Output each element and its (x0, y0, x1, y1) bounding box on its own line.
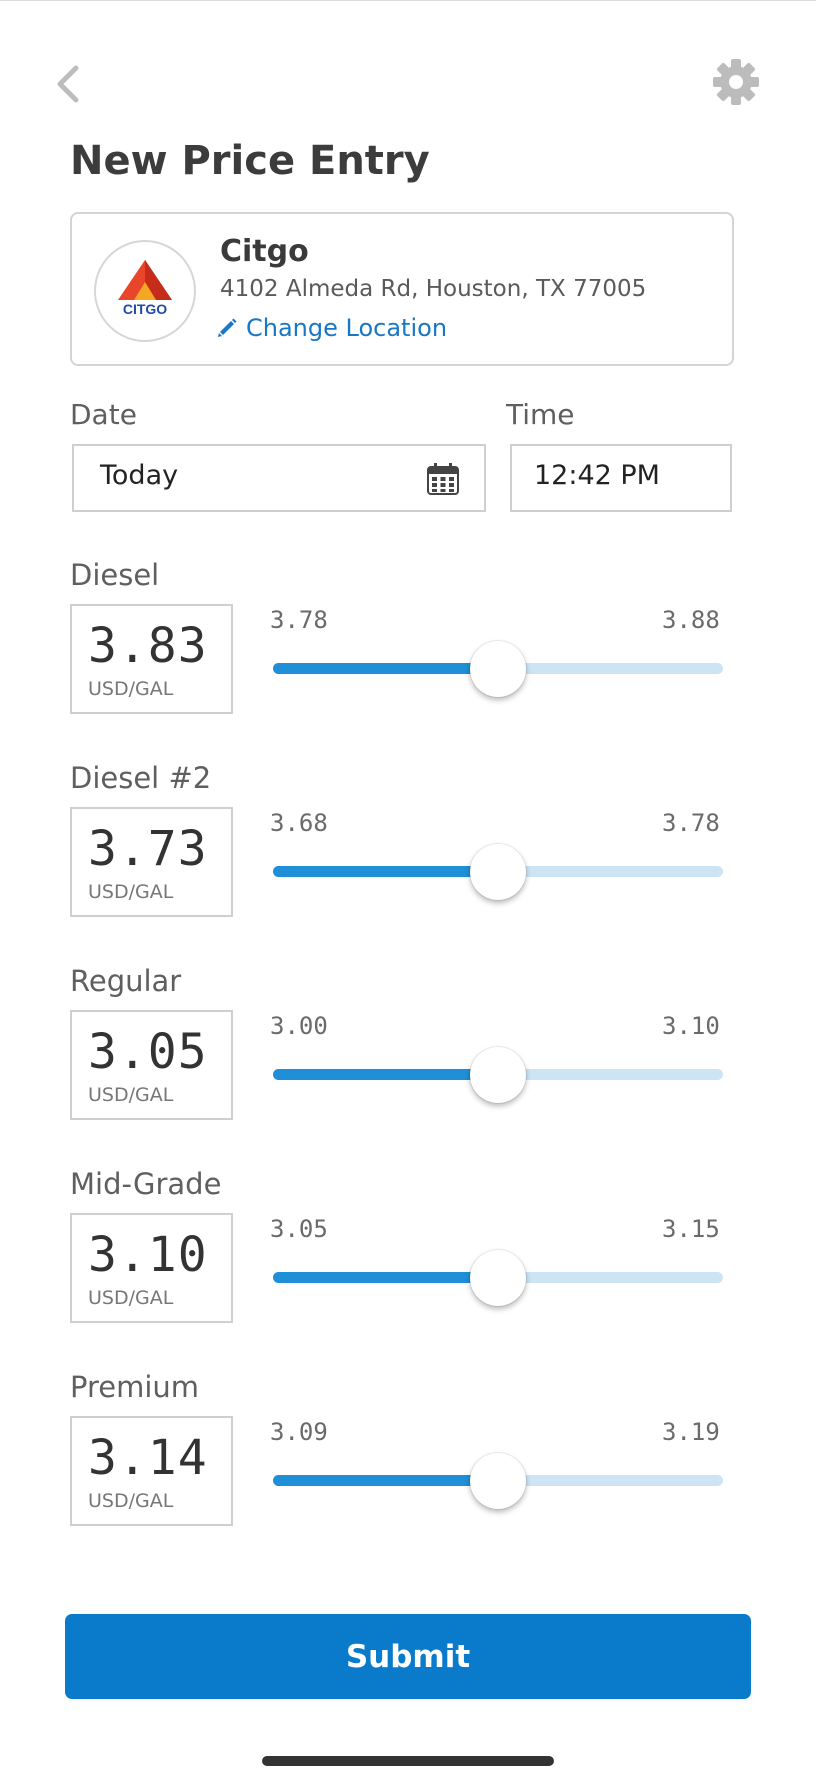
fuel-label-premium: Premium (70, 1370, 200, 1404)
price-value: 3.83 (88, 618, 208, 674)
range-max-regular: 3.10 (662, 1012, 720, 1040)
price-unit: USD/GAL (88, 881, 174, 903)
brand-logo: CITGO (94, 240, 196, 342)
chevron-left-icon (57, 65, 79, 103)
price-unit: USD/GAL (88, 1287, 174, 1309)
range-min-mid-grade: 3.05 (270, 1215, 328, 1243)
range-min-premium: 3.09 (270, 1418, 328, 1446)
price-input-premium[interactable]: 3.14 USD/GAL (70, 1416, 233, 1526)
range-min-diesel-2: 3.68 (270, 809, 328, 837)
time-value: 12:42 PM (534, 460, 660, 491)
price-value: 3.14 (88, 1430, 208, 1486)
price-input-diesel[interactable]: 3.83 USD/GAL (70, 604, 233, 714)
range-min-diesel: 3.78 (270, 606, 328, 634)
submit-button[interactable]: Submit (65, 1614, 751, 1699)
date-label: Date (70, 398, 137, 431)
price-input-diesel-2[interactable]: 3.73 USD/GAL (70, 807, 233, 917)
price-unit: USD/GAL (88, 1084, 174, 1106)
slider-thumb-premium[interactable] (470, 1453, 526, 1509)
date-value: Today (100, 460, 179, 491)
range-max-premium: 3.19 (662, 1418, 720, 1446)
price-unit: USD/GAL (88, 678, 174, 700)
slider-fill (273, 1272, 498, 1283)
time-field[interactable]: 12:42 PM (510, 444, 732, 512)
fuel-label-diesel-2: Diesel #2 (70, 761, 212, 795)
change-location-label: Change Location (246, 314, 448, 342)
slider-fill (273, 1069, 498, 1080)
slider-thumb-regular[interactable] (470, 1047, 526, 1103)
settings-button[interactable] (712, 58, 760, 106)
price-value: 3.73 (88, 821, 208, 877)
slider-thumb-mid-grade[interactable] (470, 1250, 526, 1306)
change-location-link[interactable]: Change Location (216, 314, 447, 342)
brand-logo-text: CITGO (123, 301, 167, 317)
slider-thumb-diesel-2[interactable] (470, 844, 526, 900)
fuel-label-mid-grade: Mid-Grade (70, 1167, 222, 1201)
back-button[interactable] (48, 62, 88, 106)
top-divider (0, 0, 816, 1)
date-field[interactable]: Today (72, 444, 486, 512)
station-address: 4102 Almeda Rd, Houston, TX 77005 (220, 276, 647, 302)
page-title: New Price Entry (70, 138, 430, 184)
citgo-logo: CITGO (118, 260, 172, 317)
time-label: Time (506, 398, 575, 431)
fuel-label-diesel: Diesel (70, 558, 160, 592)
price-input-regular[interactable]: 3.05 USD/GAL (70, 1010, 233, 1120)
price-value: 3.05 (88, 1024, 208, 1080)
range-min-regular: 3.00 (270, 1012, 328, 1040)
slider-fill (273, 866, 498, 877)
gear-icon (713, 59, 759, 105)
price-input-mid-grade[interactable]: 3.10 USD/GAL (70, 1213, 233, 1323)
calendar-icon[interactable] (426, 462, 460, 496)
range-max-mid-grade: 3.15 (662, 1215, 720, 1243)
range-max-diesel-2: 3.78 (662, 809, 720, 837)
pencil-icon (218, 318, 237, 337)
slider-thumb-diesel[interactable] (470, 641, 526, 697)
slider-fill (273, 663, 498, 674)
range-max-diesel: 3.88 (662, 606, 720, 634)
location-card: CITGO Citgo 4102 Almeda Rd, Houston, TX … (70, 212, 734, 366)
slider-fill (273, 1475, 498, 1486)
fuel-label-regular: Regular (70, 964, 182, 998)
home-indicator (262, 1756, 554, 1766)
price-unit: USD/GAL (88, 1490, 174, 1512)
station-name: Citgo (220, 234, 309, 269)
price-value: 3.10 (88, 1227, 208, 1283)
